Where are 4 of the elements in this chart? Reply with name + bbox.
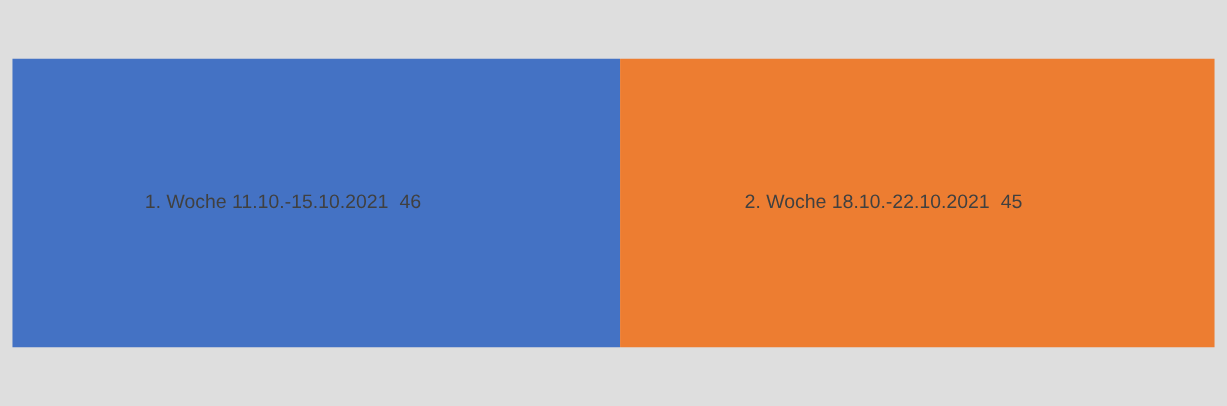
data-label: 46 xyxy=(399,194,421,209)
series-label: 1. Woche 11.10.-15.10.2021 xyxy=(146,193,388,209)
series-label: 2. Woche 18.10.-22.10.2021 xyxy=(745,193,989,209)
data-label: 45 xyxy=(1001,194,1022,209)
